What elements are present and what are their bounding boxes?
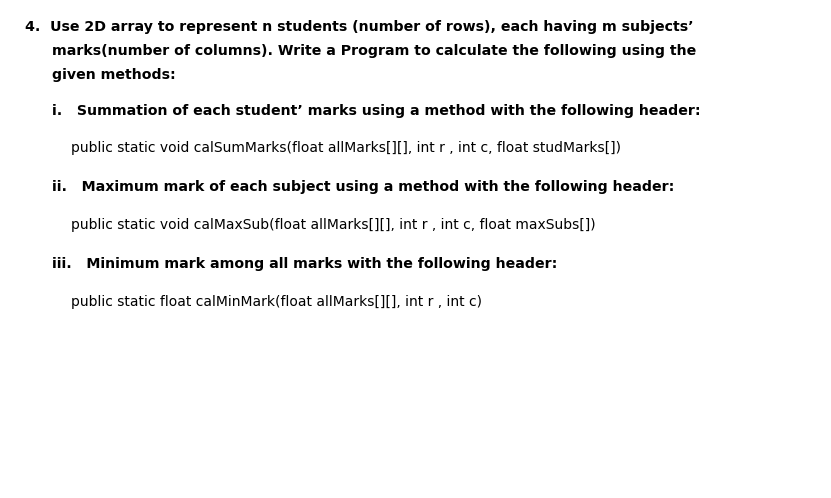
Text: 4.  Use 2D array to represent n students (number of rows), each having m subject: 4. Use 2D array to represent n students … <box>25 20 694 34</box>
Text: marks(number of columns). Write a Program to calculate the following using the: marks(number of columns). Write a Progra… <box>52 44 696 58</box>
Text: i.   Summation of each student’ marks using a method with the following header:: i. Summation of each student’ marks usin… <box>52 104 701 118</box>
Text: ii.   Maximum mark of each subject using a method with the following header:: ii. Maximum mark of each subject using a… <box>52 180 675 194</box>
Text: public static float calMinMark(float allMarks[][], int r , int c): public static float calMinMark(float all… <box>71 295 482 309</box>
Text: iii.   Minimum mark among all marks with the following header:: iii. Minimum mark among all marks with t… <box>52 257 558 271</box>
Text: public static void calSumMarks(float allMarks[][], int r , int c, float studMark: public static void calSumMarks(float all… <box>71 141 621 155</box>
Text: given methods:: given methods: <box>52 68 176 82</box>
Text: public static void calMaxSub(float allMarks[][], int r , int c, float maxSubs[]): public static void calMaxSub(float allMa… <box>71 218 595 232</box>
